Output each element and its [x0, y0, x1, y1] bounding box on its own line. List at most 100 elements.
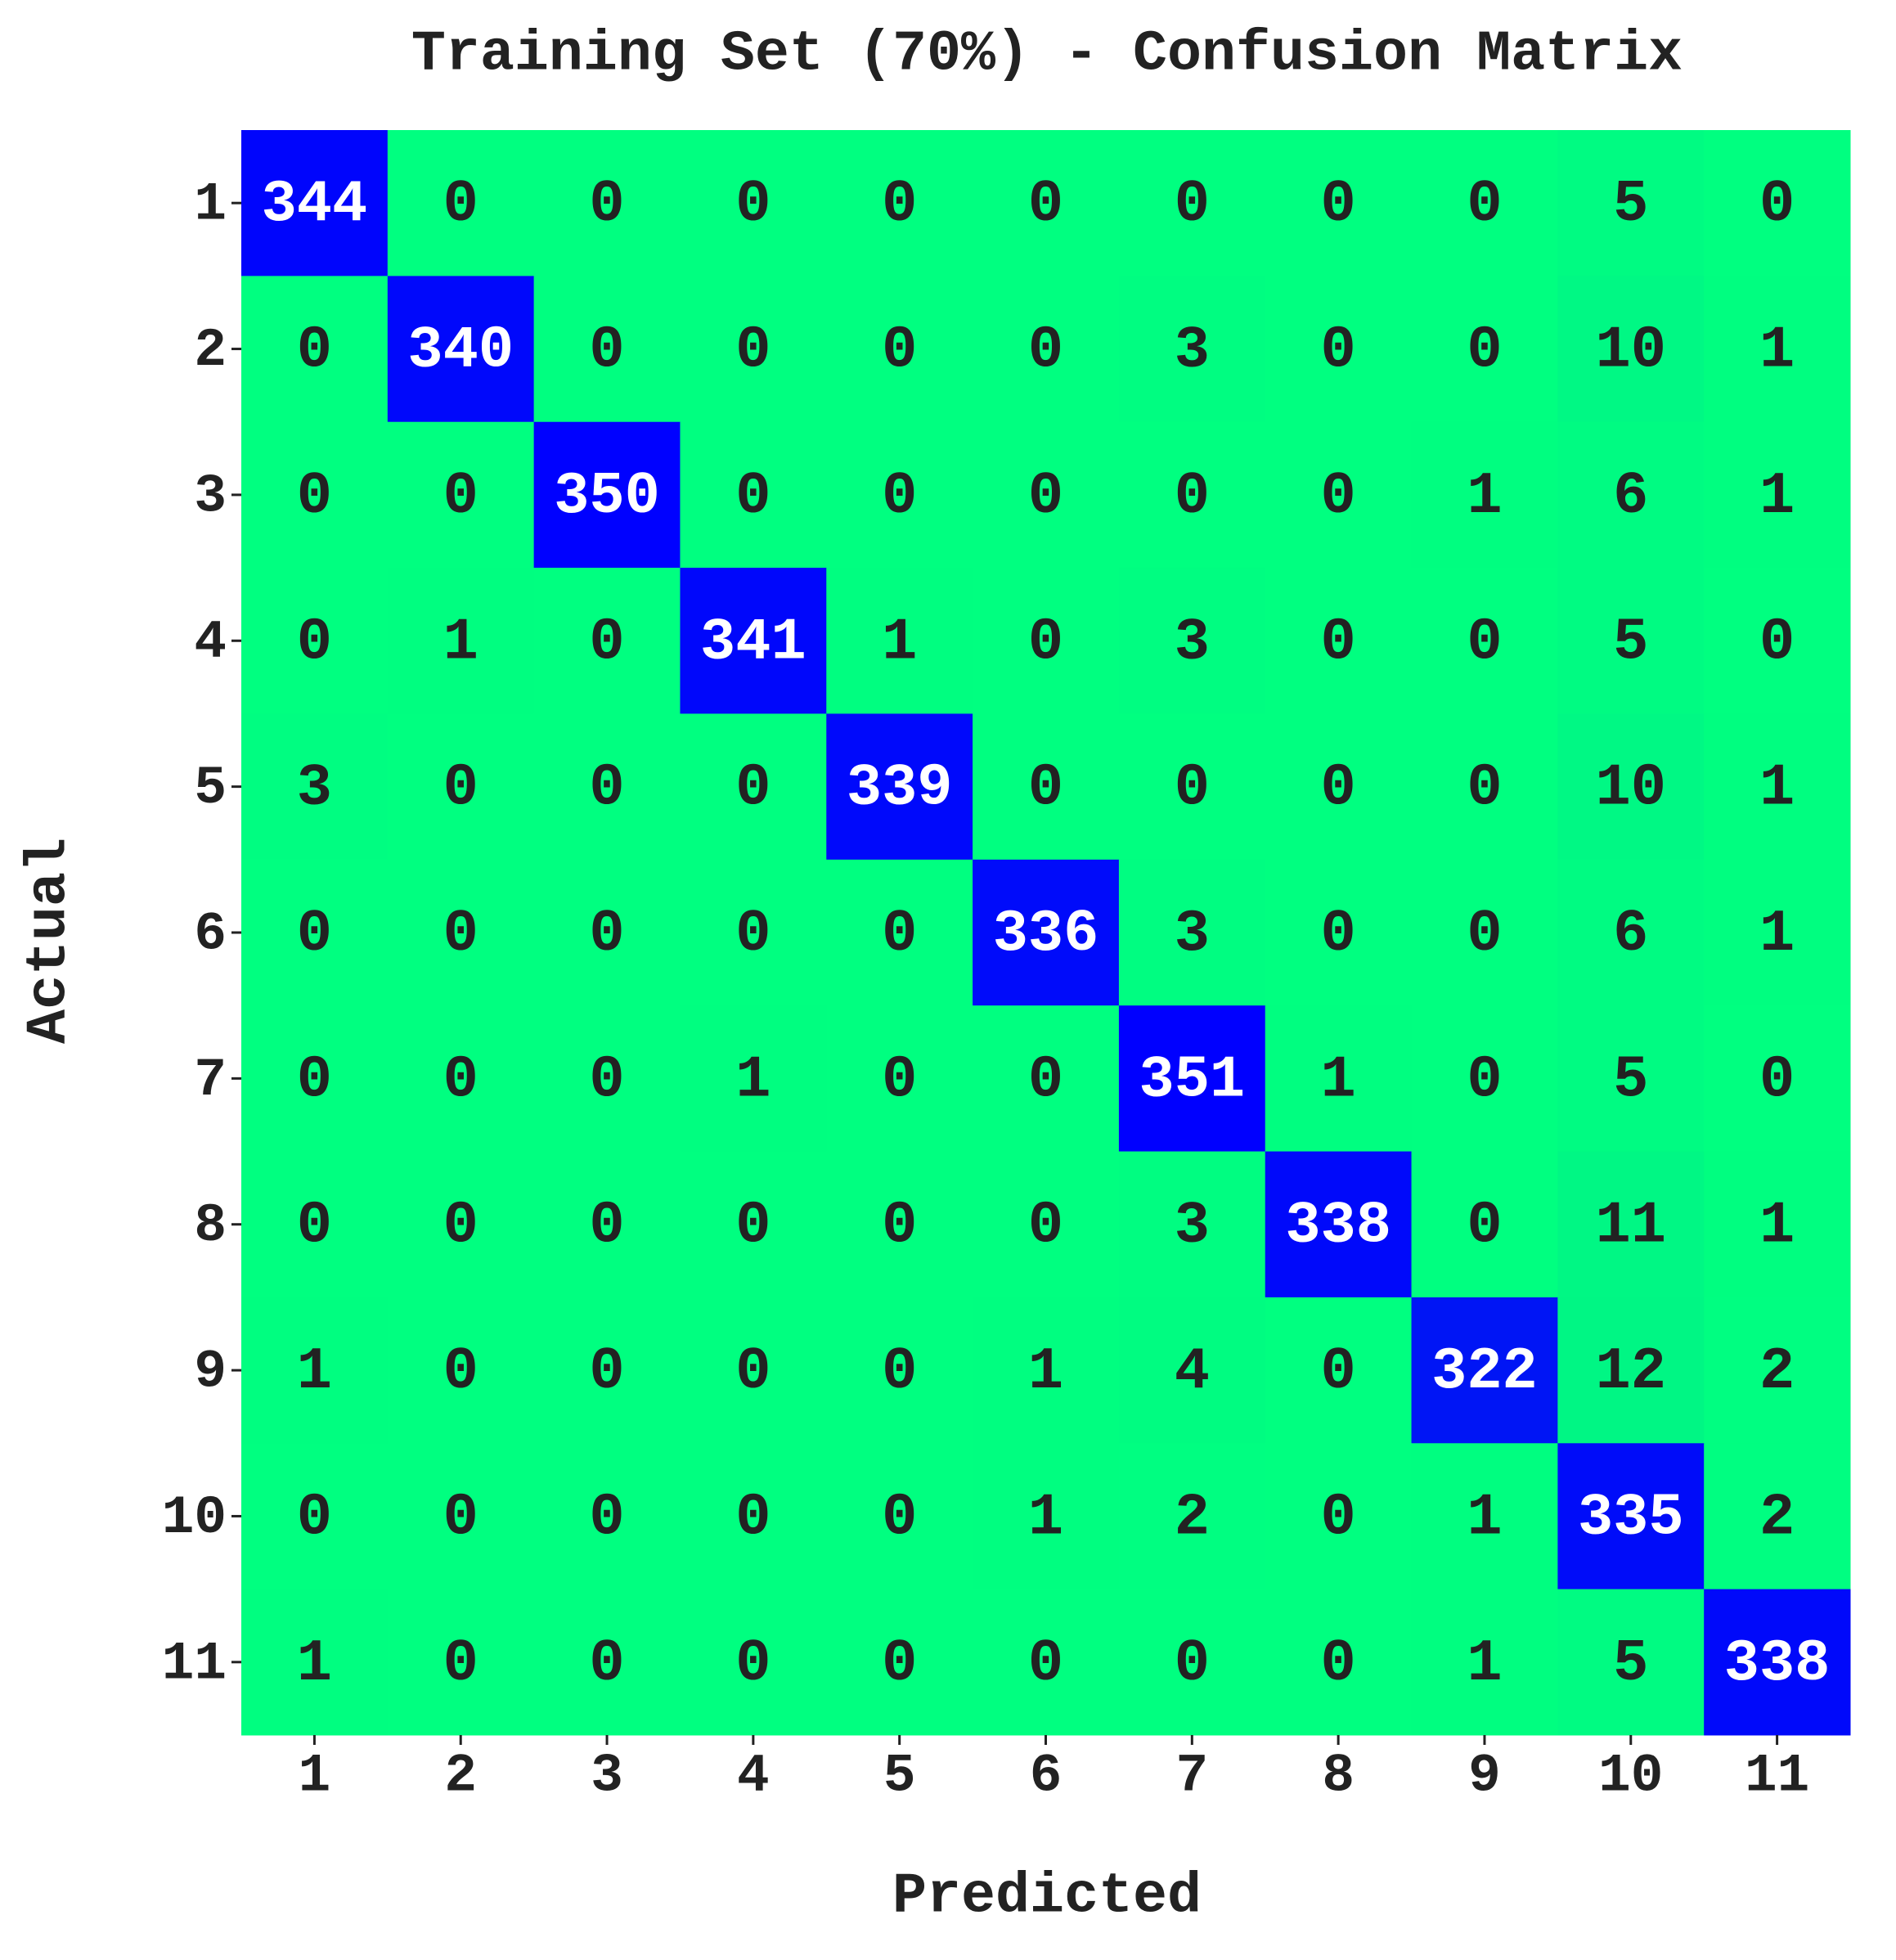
- cell-value: 0: [1759, 609, 1795, 676]
- cell-value: 3: [1175, 1193, 1210, 1260]
- heatmap-cell: [241, 568, 389, 714]
- heatmap-cell: [387, 859, 535, 1006]
- cell-value: 0: [1467, 755, 1502, 822]
- cell-value: 0: [443, 1046, 478, 1113]
- heatmap-cell: [973, 1297, 1120, 1444]
- heatmap-cell: [241, 276, 389, 423]
- cell-value: 5: [1613, 171, 1648, 238]
- cell-value: 0: [882, 1338, 917, 1405]
- heatmap-cell: [1118, 1005, 1266, 1153]
- cell-value: 0: [1028, 1193, 1063, 1260]
- y-tick-label: 8: [194, 1195, 227, 1256]
- cell-value: 1: [735, 1046, 771, 1113]
- cell-value: 0: [589, 901, 624, 968]
- cell-value: 0: [1028, 171, 1063, 238]
- heatmap-cell: [1118, 568, 1266, 714]
- heatmap-cell: [533, 421, 681, 569]
- cell-value: 0: [735, 171, 771, 238]
- cell-value: 3: [1175, 609, 1210, 676]
- cell-value: 1: [1467, 1484, 1502, 1551]
- heatmap-cell: [241, 1005, 389, 1153]
- x-tick-label: 5: [883, 1745, 916, 1806]
- y-tick-label: 1: [194, 174, 227, 236]
- y-tick-label: 10: [162, 1487, 227, 1549]
- heatmap-cell: [973, 568, 1120, 714]
- heatmap-cell: [1704, 1151, 1851, 1298]
- cell-value: 1: [1759, 755, 1795, 822]
- heatmap-cell: [533, 859, 681, 1006]
- cell-value: 1: [443, 609, 478, 676]
- x-tick-label: 7: [1176, 1745, 1209, 1806]
- y-tick-label: 7: [194, 1050, 227, 1111]
- heatmap-cell: [533, 1005, 681, 1153]
- heatmap-cell: [533, 1151, 681, 1298]
- cell-value: 0: [297, 1193, 332, 1260]
- heatmap-cell: [1411, 1297, 1558, 1444]
- cell-value: 4: [1175, 1338, 1210, 1405]
- cell-value: 0: [1321, 1630, 1356, 1697]
- x-axis-label: Predicted: [892, 1864, 1202, 1929]
- cell-value: 0: [1175, 755, 1210, 822]
- heatmap-cell: [973, 1443, 1120, 1590]
- heatmap-cell: [387, 1297, 535, 1444]
- cell-value: 1: [1759, 463, 1795, 530]
- heatmap-cell: [1118, 1443, 1266, 1590]
- heatmap-cell: [241, 1443, 389, 1590]
- heatmap-cell: [1118, 859, 1266, 1006]
- heatmap-cell: [1265, 130, 1413, 276]
- cell-value: 0: [882, 317, 917, 384]
- cell-value: 0: [297, 609, 332, 676]
- cell-value: 350: [554, 463, 660, 530]
- heatmap-cell: [533, 276, 681, 423]
- cell-value: 0: [297, 463, 332, 530]
- heatmap-cell: [826, 1589, 973, 1736]
- cell-value: 0: [1467, 901, 1502, 968]
- heatmap-cell: [1118, 713, 1266, 861]
- cell-value: 0: [589, 1193, 624, 1260]
- cell-value: 0: [882, 463, 917, 530]
- heatmap-cell: [826, 1297, 973, 1444]
- cell-value: 0: [297, 901, 332, 968]
- cell-value: 0: [882, 1046, 917, 1113]
- y-tick-label: 11: [162, 1633, 227, 1694]
- y-axis-label: Actual: [17, 838, 82, 1044]
- heatmap-cell: [1265, 1443, 1413, 1590]
- heatmap-cell: [387, 421, 535, 569]
- x-tick-label: 9: [1468, 1745, 1501, 1806]
- cell-value: 0: [1467, 609, 1502, 676]
- cell-value: 1: [1028, 1338, 1063, 1405]
- heatmap-cell: [1704, 276, 1851, 423]
- cell-value: 0: [297, 1484, 332, 1551]
- cell-value: 1: [1467, 1630, 1502, 1697]
- cell-value: 338: [1285, 1193, 1391, 1260]
- heatmap-cell: [533, 1297, 681, 1444]
- cell-value: 335: [1578, 1484, 1684, 1551]
- cell-value: 0: [735, 901, 771, 968]
- heatmap-cell: [241, 859, 389, 1006]
- cell-value: 0: [589, 1484, 624, 1551]
- heatmap-cell: [1118, 130, 1266, 276]
- cell-value: 0: [735, 317, 771, 384]
- heatmap-cell: [533, 568, 681, 714]
- cell-value: 5: [1613, 1046, 1648, 1113]
- heatmap-cell: [1704, 713, 1851, 861]
- heatmap-cell: [1118, 1151, 1266, 1298]
- heatmap-cell: [1265, 713, 1413, 861]
- cell-value: 0: [1175, 171, 1210, 238]
- heatmap-cell: [1557, 1443, 1705, 1590]
- heatmap-cell: [1411, 1443, 1558, 1590]
- cell-value: 0: [882, 1630, 917, 1697]
- cell-value: 0: [1321, 755, 1356, 822]
- cell-value: 322: [1431, 1338, 1538, 1405]
- heatmap-cell: [1265, 859, 1413, 1006]
- cell-value: 1: [1028, 1484, 1063, 1551]
- chart-title: Training Set (70%) - Confusion Matrix: [411, 22, 1683, 87]
- cell-value: 0: [1759, 1046, 1795, 1113]
- heatmap-cell: [1557, 1589, 1705, 1736]
- heatmap-cell: [680, 1589, 827, 1736]
- heatmap-cell: [680, 276, 827, 423]
- cell-value: 0: [882, 171, 917, 238]
- heatmap-cell: [680, 859, 827, 1006]
